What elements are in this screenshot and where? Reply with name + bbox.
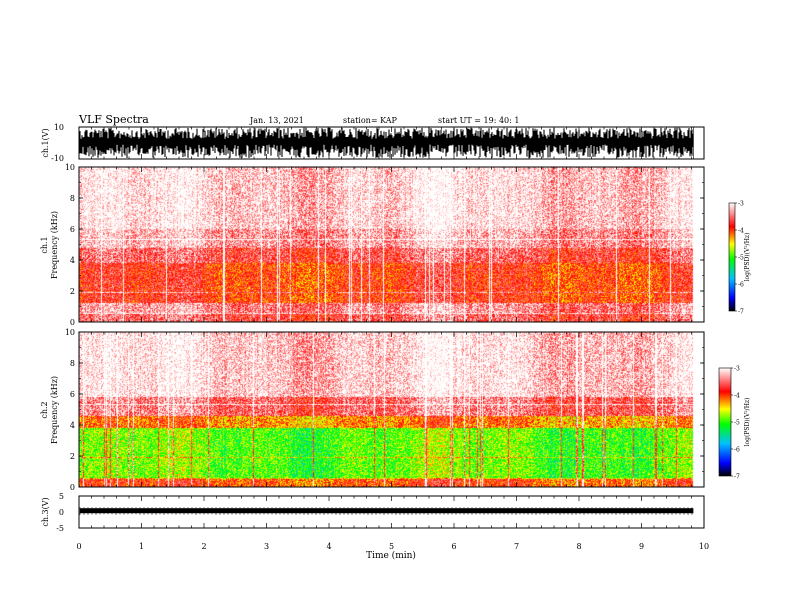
ch1-colorbar-label: log(PSD)(V²/Hz) (744, 233, 751, 282)
time-tick-label: 9 (639, 542, 644, 551)
ch2-frequency-ticks: 0 2 4 6 8 10 (65, 328, 704, 492)
start-time-label: start UT = 19: 40: 1 (438, 116, 519, 125)
ch3-waveform-band (80, 508, 694, 514)
ch1-waveform-trace (79, 127, 694, 159)
time-axis-label: Time (min) (366, 550, 416, 561)
figure-title: VLF Spectra (78, 113, 149, 126)
ch2-colorbar: -3 -4 -5 -6 -7 log(PSD)(V²/Hz) (718, 366, 751, 481)
ch1-spectrogram-image (79, 167, 704, 322)
frequency-tick-label: 8 (70, 194, 75, 203)
colorbar-tick-label: -3 (738, 201, 744, 208)
date-label: Jan. 13, 2021 (249, 116, 304, 125)
ch1-spectrogram-panel: 0 2 4 6 8 10 ch.1 Frequency (kHz) (40, 163, 705, 327)
ch1-ytick-top: 10 (54, 123, 64, 132)
frequency-tick-label: 2 (70, 287, 75, 296)
time-tick-label: 8 (576, 542, 581, 551)
frequency-tick-label: 10 (65, 328, 75, 337)
ch1-waveform-ylabel: ch.1(V) (41, 128, 50, 157)
frequency-tick-label: 2 (70, 452, 75, 461)
colorbar-tick-label: -5 (738, 255, 744, 262)
time-tick-label: 7 (514, 542, 519, 551)
ch2-colorbar-gradient (718, 367, 732, 477)
frequency-tick-label: 6 (70, 225, 75, 234)
colorbar-tick-label: -5 (734, 420, 740, 427)
time-tick-label: 10 (699, 542, 709, 551)
colorbar-tick-label: -3 (734, 366, 740, 373)
ch3-waveform-panel: 5 0 -5 ch.3(V) (41, 492, 705, 533)
colorbar-tick-label: -4 (734, 393, 740, 400)
ch1-spectrogram-ylabel-channel: ch.1 (40, 236, 49, 253)
ch1-colorbar-ticks: -3 -4 -5 -6 -7 (735, 201, 744, 316)
ch1-colorbar: -3 -4 -5 -6 -7 log(PSD)(V²/Hz) (728, 201, 751, 316)
ch1-waveform-line (79, 127, 694, 158)
time-tick-label: 6 (451, 542, 456, 551)
ch2-colorbar-label: log(PSD)(V²/Hz) (744, 398, 751, 447)
ch1-ytick-bottom: -10 (51, 154, 64, 163)
ch2-colorbar-ticks: -3 -4 -5 -6 -7 (731, 366, 740, 481)
ch1-colorbar-gradient (728, 202, 736, 312)
ch1-spectrogram-ylabel-frequency: Frequency (kHz) (50, 211, 59, 279)
station-label: station= KAP (343, 116, 398, 125)
colorbar-tick-label: -4 (738, 228, 744, 235)
frequency-tick-label: 0 (70, 483, 75, 492)
time-tick-label: 3 (264, 542, 269, 551)
ch3-waveform-trace (79, 507, 694, 516)
time-tick-label: 2 (201, 542, 206, 551)
ch1-waveform-panel: 10 -10 ch.1(V) (41, 123, 705, 163)
time-tick-label: 0 (76, 542, 81, 551)
ch3-ytick-bottom: -5 (56, 524, 64, 533)
frequency-tick-label: 10 (65, 163, 75, 172)
time-tick-label: 1 (139, 542, 144, 551)
colorbar-tick-label: -6 (738, 282, 744, 289)
ch3-ytick-middle: 0 (59, 508, 64, 517)
frequency-tick-label: 6 (70, 390, 75, 399)
frequency-tick-label: 4 (70, 421, 75, 430)
time-tick-label: 4 (326, 542, 331, 551)
colorbar-tick-label: -7 (738, 309, 744, 316)
ch2-spectrogram-ylabel-frequency: Frequency (kHz) (50, 376, 59, 444)
ch3-ytick-top: 5 (59, 492, 64, 501)
ch3-waveform-line (79, 507, 693, 516)
frequency-tick-label: 8 (70, 359, 75, 368)
time-tick-label: 5 (389, 542, 394, 551)
time-axis: 0 1 2 3 4 5 6 7 8 9 10 (76, 127, 709, 551)
ch2-spectrogram-ylabel-channel: ch.2 (40, 401, 49, 418)
ch2-spectrogram-panel: 0 2 4 6 8 10 ch.2 Frequency (kHz) (40, 328, 705, 492)
ch2-spectrogram-image (79, 332, 704, 487)
frequency-tick-label: 0 (70, 318, 75, 327)
colorbar-tick-label: -6 (734, 447, 740, 454)
frequency-tick-label: 4 (70, 256, 75, 265)
colorbar-tick-label: -7 (734, 474, 740, 481)
ch3-waveform-ylabel: ch.3(V) (41, 497, 50, 526)
